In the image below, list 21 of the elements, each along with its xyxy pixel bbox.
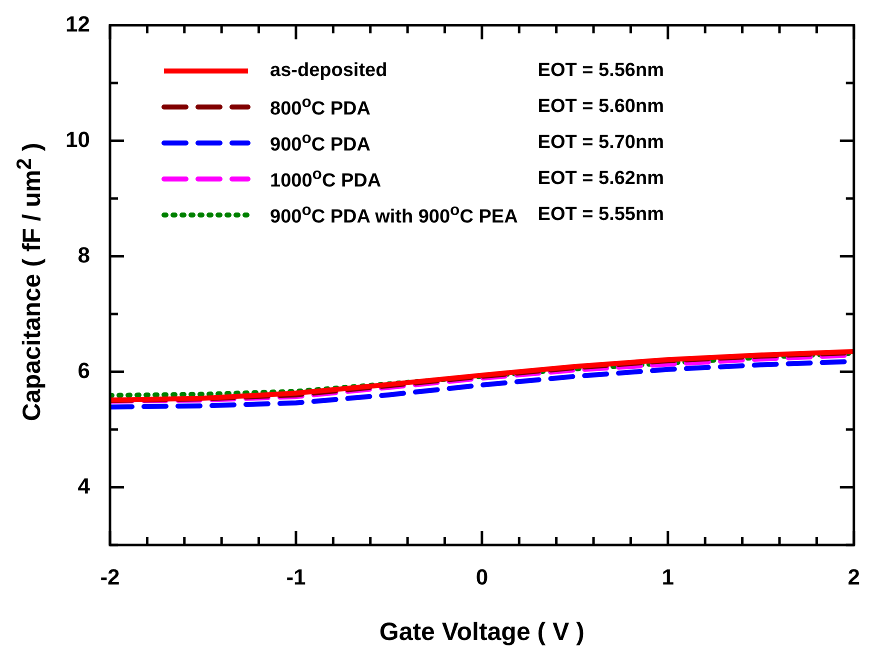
- x-tick-label: -1: [286, 564, 306, 590]
- annotation: EOT = 5.70nm: [536, 131, 664, 155]
- legend-label: 900$^{o}$C PDA: [270, 128, 372, 158]
- y-tick-label: 12: [66, 11, 90, 36]
- y-tick-label: 8: [78, 242, 90, 268]
- x-tick-label: -2: [100, 564, 120, 590]
- x-tick-label: 2: [848, 564, 860, 590]
- y-tick-label: 4: [78, 473, 91, 498]
- annotation: EOT = 5.56nm: [536, 59, 664, 83]
- legend-label: 800$^{o}$C PDA: [270, 92, 372, 122]
- annotation: EOT = 5.55nm: [536, 203, 664, 227]
- x-axis-title: Gate Voltage ( V ): [379, 618, 585, 646]
- x-tick-label: 0: [476, 564, 488, 590]
- annotation: EOT = 5.60nm: [536, 95, 664, 119]
- legend-label: 900$^{o}$C PDA with 900$^{o}$C PEA: [270, 200, 518, 230]
- legend-label: 1000$^{o}$C PDA: [270, 164, 382, 194]
- annotation: EOT = 5.62nm: [536, 167, 664, 191]
- x-tick-label: 1: [662, 564, 674, 590]
- y-tick-label: 6: [78, 358, 90, 383]
- legend-label: as-deposited: [270, 59, 388, 83]
- y-tick-label: 10: [66, 126, 90, 152]
